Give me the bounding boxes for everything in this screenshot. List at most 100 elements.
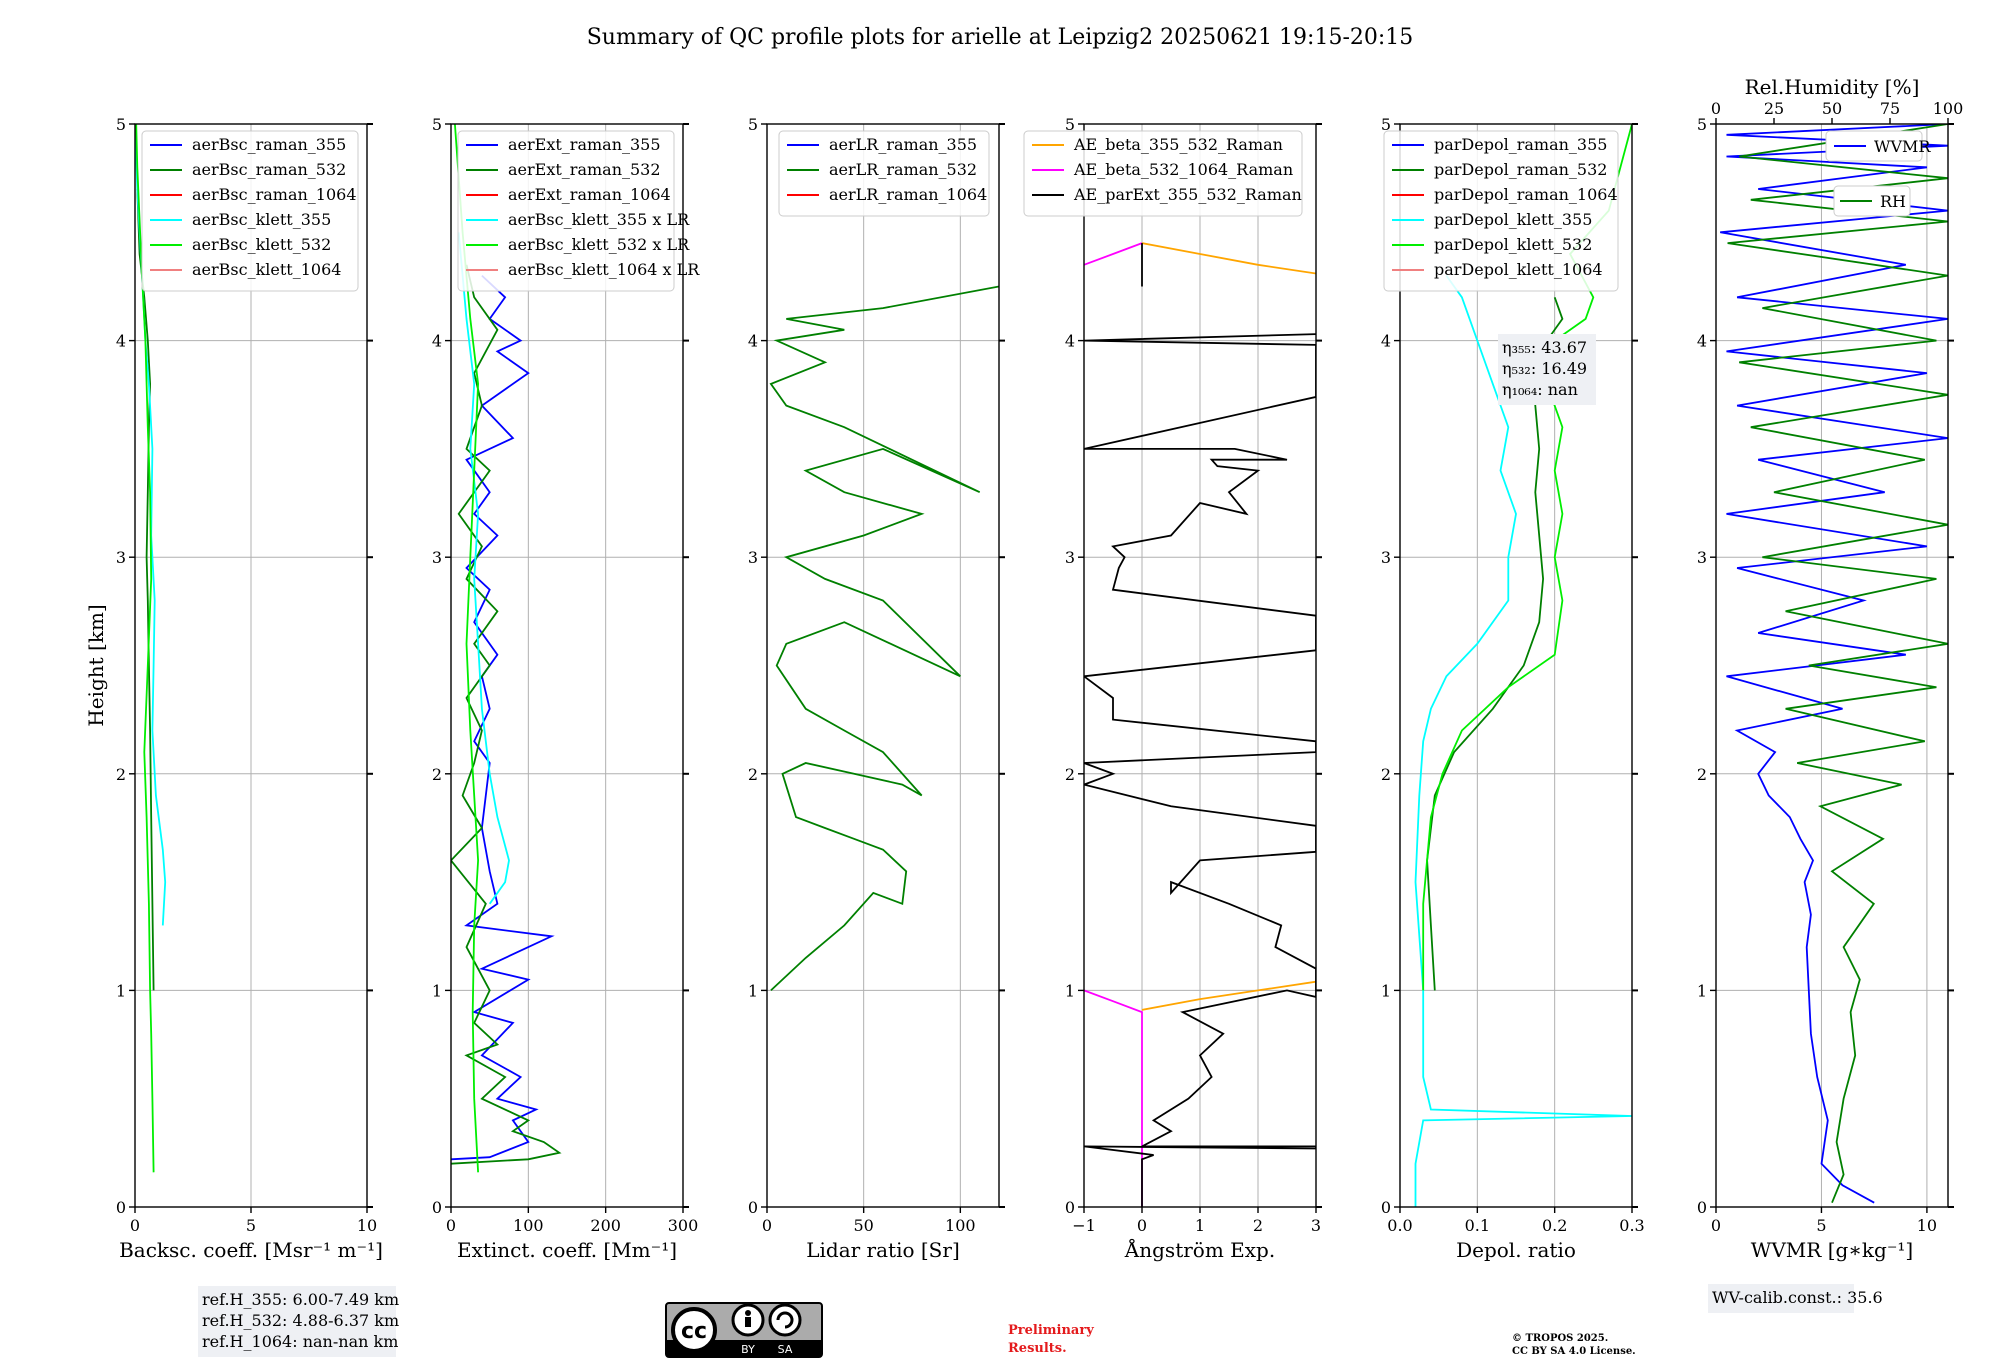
y-tick-label: 1 (1381, 981, 1391, 1000)
y-tick-label: 3 (116, 548, 126, 567)
share-alike-icon-arrow (776, 1311, 794, 1329)
y-tick-label: 2 (116, 765, 126, 784)
annotation-box (198, 1286, 396, 1357)
y-tick-label: 2 (1381, 765, 1391, 784)
copyright-line-1: © TROPOS 2025. (1512, 1333, 1608, 1344)
y-tick-label: 3 (748, 548, 758, 567)
x-tick-label: 0.3 (1619, 1216, 1644, 1235)
y-tick-label: 3 (1065, 548, 1075, 567)
attribution-icon-head (745, 1310, 751, 1316)
series-line-parDepol_klett_532 (1422, 124, 1632, 991)
x-tick-label: 3 (1311, 1216, 1321, 1235)
x-tick-label: 1 (1195, 1216, 1205, 1235)
copyright-line-2: CC BY SA 4.0 License. (1512, 1346, 1636, 1357)
x-axis-label: Backsc. coeff. [Msr⁻¹ m⁻¹] (119, 1238, 383, 1262)
x-tick-label: 0.2 (1542, 1216, 1567, 1235)
preliminary-note: Preliminary Results. (1008, 1323, 1098, 1356)
y-tick-label: 3 (1381, 548, 1391, 567)
annotation-line: ref.H_355: 6.00-7.49 km (202, 1290, 399, 1309)
cc-icon (671, 1307, 717, 1353)
x-tick-label: 2 (1253, 1216, 1263, 1235)
y-tick-label: 4 (1697, 332, 1707, 351)
series-line-AE_beta_532_1064_Raman (1084, 242, 1143, 1207)
y-tick-label: 0 (1381, 1198, 1391, 1217)
x2-tick-label: 50 (1822, 99, 1842, 118)
series-line-aerBsc_klett_532 x LR (454, 124, 480, 1173)
series-line-AE_parExt_355_532_Raman (1084, 243, 1316, 1207)
y-tick-label: 4 (116, 332, 126, 351)
x-axis-label: WVMR [g∗kg⁻¹] (1751, 1238, 1913, 1262)
y-axis-label: Height [km] (84, 604, 108, 726)
x-tick-label: 0 (762, 1216, 772, 1235)
series-line-RH (1727, 124, 1948, 1204)
panel-5: 0 1 2 3 4 5 0.0 0.1 0.2 0.3 Depol. ratio parDepol_r… (1381, 115, 1645, 1262)
y-tick-label: 5 (116, 115, 126, 134)
x-tick-label: 5 (1816, 1216, 1826, 1235)
legend-label: AE_parExt_355_532_Raman (1073, 185, 1302, 204)
legend-box (141, 130, 359, 292)
plot-frame (450, 123, 684, 1208)
legend-label: parDepol_raman_1064 (1434, 185, 1618, 204)
series-line-parDepol_klett_355 (1414, 275, 1632, 1207)
series-line-WVMR (1720, 124, 1948, 1204)
series-line-aerLR_raman_532 (769, 285, 999, 992)
legend-label: aerBsc_raman_355 (192, 135, 346, 154)
series-line-aerBsc_raman_532 (136, 188, 155, 991)
legend-label: parDepol_klett_532 (1434, 235, 1592, 254)
y-tick-label: 5 (1697, 115, 1707, 134)
y-tick-label: 1 (1697, 981, 1707, 1000)
legend-label: AE_beta_532_1064_Raman (1073, 160, 1293, 179)
x-tick-label: 5 (246, 1216, 256, 1235)
annotation-line: η₅₃₂: 16.49 (1502, 359, 1587, 378)
x-tick-label: 0 (130, 1216, 140, 1235)
panel-1: 0 1 2 3 4 5 0 5 10 Backsc. coeff. [Msr⁻¹ m⁻¹] Heig… (84, 115, 399, 1357)
series-line-aerBsc_klett_532 (135, 124, 155, 1173)
annotation-line: η₁₀₆₄: nan (1502, 380, 1578, 399)
x-tick-label: 0.1 (1465, 1216, 1490, 1235)
annotation-line: ref.H_532: 4.88-6.37 km (202, 1311, 399, 1330)
preliminary-line-1: Preliminary (1008, 1323, 1094, 1338)
plot-frame (1399, 123, 1633, 1208)
x-tick-label: −1 (1072, 1216, 1096, 1235)
y-tick-label: 0 (1065, 1198, 1075, 1217)
y-tick-label: 5 (1381, 115, 1391, 134)
x-axis-label: Depol. ratio (1456, 1238, 1576, 1262)
legend-label: aerBsc_klett_1064 x LR (508, 260, 700, 279)
x-tick-label: 10 (1917, 1216, 1937, 1235)
x-axis-label: Lidar ratio [Sr] (806, 1238, 960, 1262)
x-tick-label: 50 (853, 1216, 873, 1235)
legend-label: parDepol_raman_532 (1434, 160, 1607, 179)
legend-label: aerBsc_klett_1064 (192, 260, 341, 279)
x-tick-label: 10 (357, 1216, 377, 1235)
legend-label: aerBsc_klett_532 (192, 235, 331, 254)
plot-frame (766, 123, 1000, 1208)
legend-label: aerBsc_raman_532 (192, 160, 346, 179)
figure-title: Summary of QC profile plots for arielle … (587, 25, 1414, 50)
y-tick-label: 1 (748, 981, 758, 1000)
license-by-label: BY (741, 1343, 755, 1356)
legend-label: aerLR_raman_532 (829, 160, 977, 179)
legend-label: aerBsc_klett_355 x LR (508, 210, 690, 229)
legend-label: aerExt_raman_1064 (508, 185, 671, 204)
annotation-box (1708, 1284, 1854, 1313)
x-axis-label: Extinct. coeff. [Mm⁻¹] (457, 1238, 677, 1262)
y-tick-label: 4 (748, 332, 758, 351)
x-tick-label: 200 (590, 1216, 621, 1235)
y-tick-label: 4 (1065, 332, 1075, 351)
license-badge: cc BY SA (665, 1302, 823, 1358)
x2-axis-label: Rel.Humidity [%] (1745, 75, 1920, 99)
cc-icon-letters: cc (681, 1319, 707, 1344)
y-tick-label: 3 (432, 548, 442, 567)
y-tick-label: 2 (432, 765, 442, 784)
legend-label: aerBsc_klett_532 x LR (508, 235, 690, 254)
y-tick-label: 0 (1697, 1198, 1707, 1217)
legend-label: parDepol_klett_355 (1434, 210, 1592, 229)
series-line-aerExt_raman_532 (451, 264, 562, 1165)
y-tick-label: 5 (1065, 115, 1075, 134)
y-tick-label: 2 (1697, 765, 1707, 784)
